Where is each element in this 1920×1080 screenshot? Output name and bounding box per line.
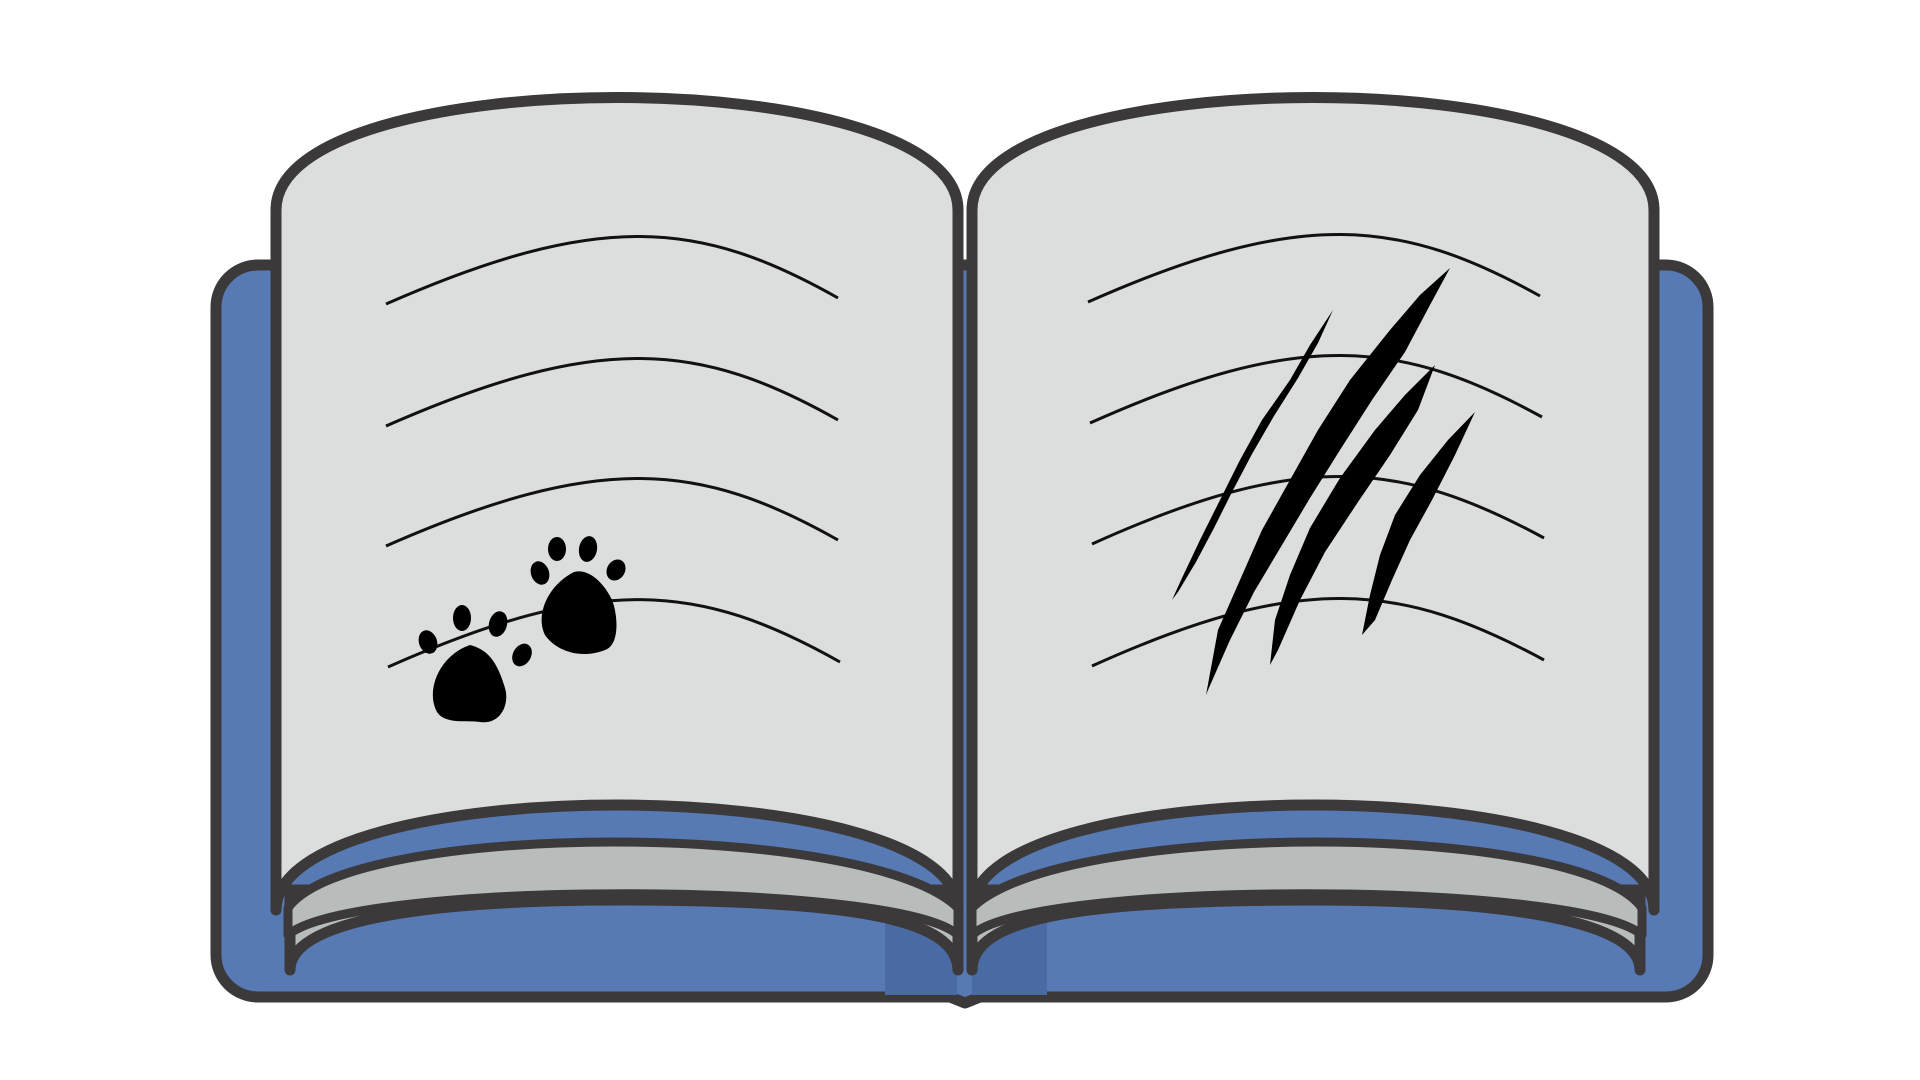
- paw-toe: [578, 536, 598, 562]
- left-page: [270, 92, 964, 916]
- right-line-4: [1091, 597, 1545, 668]
- paw-toe: [606, 559, 626, 581]
- paw-pad: [541, 571, 617, 655]
- right-page-curl: [967, 837, 1647, 940]
- paw-toe: [488, 611, 508, 637]
- claw-scratch-3: [1270, 365, 1435, 665]
- paw-toe: [530, 561, 550, 585]
- paw-prints: [418, 536, 626, 723]
- right-line-1: [1087, 233, 1541, 304]
- left-line-3: [385, 477, 839, 548]
- paw-pad: [432, 645, 507, 723]
- right-page: [966, 92, 1660, 916]
- paw-toe: [453, 605, 471, 631]
- paw-print-upper: [530, 536, 626, 655]
- claw-scratch-1: [1172, 310, 1333, 600]
- right-line-2: [1089, 354, 1543, 425]
- left-page-curl: [283, 837, 963, 940]
- left-line-4: [387, 598, 841, 669]
- claw-scratches: [1172, 268, 1475, 695]
- paw-toe: [418, 630, 438, 654]
- claw-scratch-4: [1362, 412, 1475, 635]
- paw-toe: [548, 537, 566, 561]
- left-line-1: [385, 235, 839, 306]
- left-line-2: [385, 357, 839, 428]
- paw-toe: [512, 643, 532, 667]
- right-page-lines: [1087, 233, 1545, 668]
- left-page-lines: [385, 235, 841, 669]
- claw-scratch-2: [1206, 268, 1450, 695]
- paw-print-lower: [418, 605, 532, 723]
